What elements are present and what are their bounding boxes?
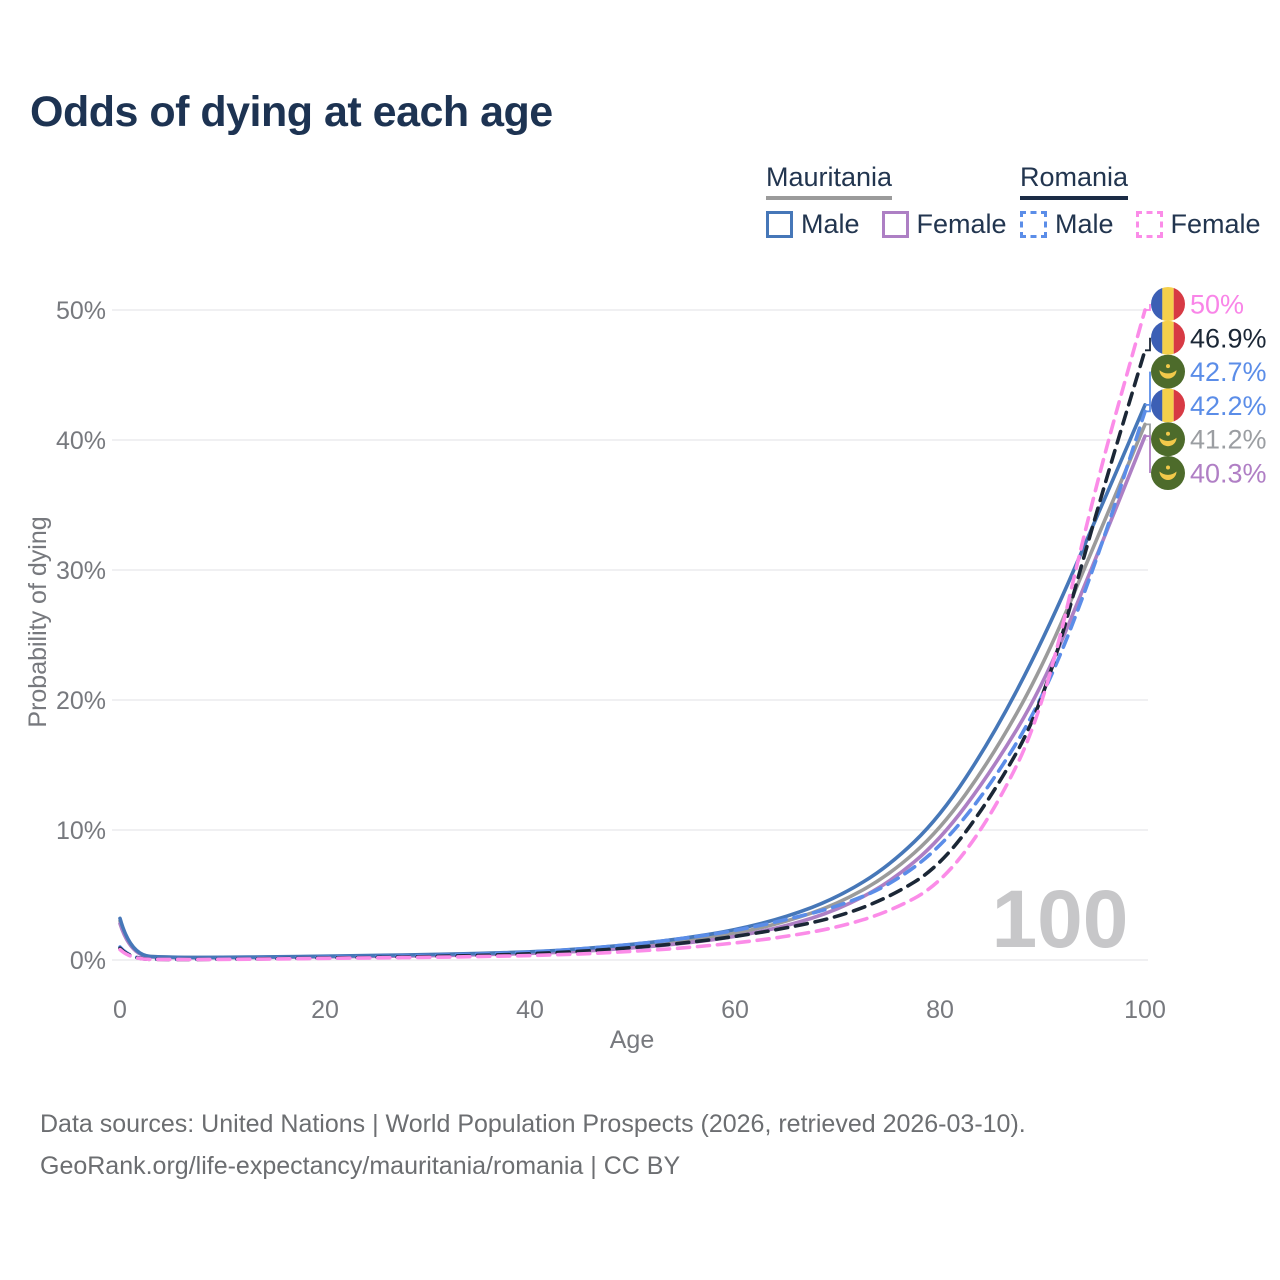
legend-swatch-mauritania-female[interactable]: [881, 211, 909, 238]
x-tick-20: 20: [311, 996, 339, 1024]
y-tick-30: 30%: [56, 557, 106, 585]
romania-flag-icon: [1151, 320, 1185, 355]
x-tick-40: 40: [516, 996, 544, 1024]
legend-swatch-mauritania-male[interactable]: [766, 211, 793, 238]
legend-label-mauritania-female[interactable]: Female: [916, 209, 1007, 239]
age-watermark: 100: [992, 874, 1129, 965]
end-label-flags: [1151, 287, 1185, 490]
legend-group-romania: Romania Male Female: [1020, 162, 1261, 240]
y-tick-0: 0%: [70, 947, 106, 975]
footer-attribution[interactable]: GeoRank.org/life-expectancy/mauritania/r…: [40, 1152, 681, 1180]
leader-line-46.9%: [1145, 337, 1151, 352]
x-tick-100: 100: [1124, 996, 1166, 1024]
legend-group-mauritania: Mauritania Male Female: [766, 162, 1007, 240]
romania-flag-icon: [1151, 388, 1185, 423]
legend-label-mauritania-male[interactable]: Male: [801, 209, 860, 239]
footer: Data sources: United Nations | World Pop…: [40, 1103, 1026, 1187]
series-lines: [118, 308, 1147, 962]
legend-label-romania-male[interactable]: Male: [1055, 209, 1114, 239]
mauritania-flag-icon: [1151, 354, 1185, 389]
footer-data-sources: Data sources: United Nations | World Pop…: [40, 1110, 1026, 1138]
x-axis-title: Age: [610, 1026, 654, 1054]
leader-line-40.3%: [1145, 435, 1151, 473]
gridlines: [112, 309, 1148, 961]
end-label-46.9%: 46.9%: [1190, 323, 1267, 353]
y-tick-20: 20%: [56, 687, 106, 715]
leader-line-50%: [1145, 304, 1151, 311]
axis-ticks: 0% 10% 20% 30% 40% 50% 0 20 40 60 80 100: [56, 297, 1166, 1024]
end-label-values: 50%46.9% 42.7% 42.2% 41.2% 40.3%: [1190, 290, 1267, 489]
leader-line-41.2%: [1145, 423, 1151, 440]
y-tick-40: 40%: [56, 427, 106, 455]
legend-swatch-romania-female[interactable]: [1135, 211, 1163, 238]
mauritania-flag-icon: [1151, 456, 1185, 490]
leader-line-42.7%: [1145, 371, 1151, 406]
x-tick-80: 80: [926, 996, 954, 1024]
y-tick-10: 10%: [56, 817, 106, 845]
line-rou-female[interactable]: [118, 308, 1147, 962]
end-label-42.7%: 42.7%: [1190, 357, 1267, 387]
y-tick-50: 50%: [56, 297, 106, 325]
end-label-41.2%: 41.2%: [1190, 425, 1267, 455]
line-rou-all[interactable]: [118, 348, 1147, 962]
end-label-40.3%: 40.3%: [1190, 459, 1267, 489]
mauritania-flag-icon: [1151, 422, 1185, 457]
legend-country-romania[interactable]: Romania: [1020, 162, 1129, 200]
x-tick-0: 0: [113, 996, 127, 1024]
end-label-50%: 50%: [1190, 290, 1244, 320]
page-title: Odds of dying at each age: [30, 88, 553, 136]
legend-label-romania-female[interactable]: Female: [1170, 209, 1261, 239]
x-tick-60: 60: [721, 996, 749, 1024]
romania-flag-icon: [1151, 287, 1185, 321]
legend-swatch-romania-male[interactable]: [1020, 211, 1047, 238]
leader-line-42.2%: [1145, 405, 1151, 413]
end-label-42.2%: 42.2%: [1190, 391, 1267, 421]
y-axis-title: Probability of dying: [24, 516, 52, 727]
legend-country-mauritania[interactable]: Mauritania: [766, 162, 893, 200]
leader-lines: [1145, 304, 1151, 473]
